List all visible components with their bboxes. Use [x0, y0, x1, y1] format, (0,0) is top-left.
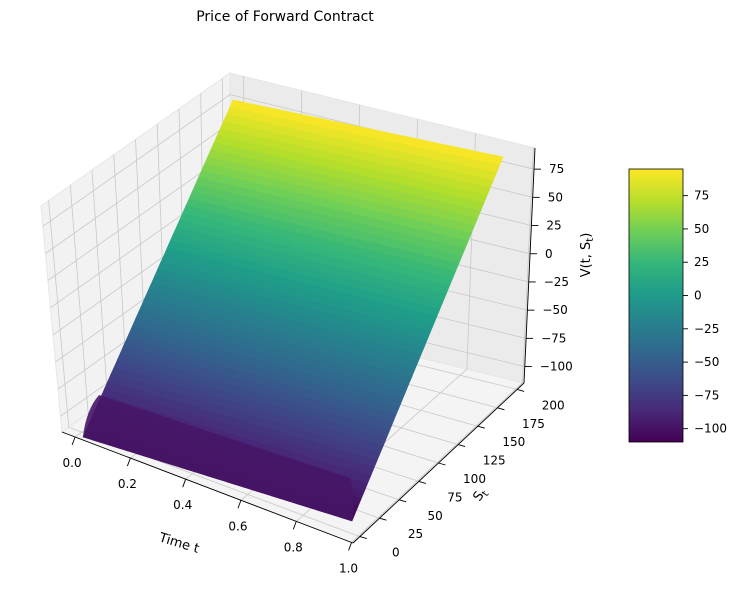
y-tick-label: 175 [522, 417, 545, 431]
x-tick-label: 0.2 [118, 477, 137, 491]
y-tick-mark [458, 444, 466, 448]
z-axis-line [523, 147, 536, 384]
x-tick-label: 0.8 [284, 540, 303, 554]
y-tick-label: 75 [447, 490, 462, 504]
x-tick-label: 0.0 [63, 456, 82, 470]
x-axis-label: Time t [156, 530, 201, 557]
y-grid-line-0 [48, 200, 360, 537]
z-tick-label: −75 [541, 331, 566, 345]
x-tick-mark [182, 479, 187, 488]
z-tick-label: 25 [546, 219, 561, 233]
y-tick-label: 125 [483, 454, 506, 468]
surface-cell [490, 154, 504, 165]
y-tick-label: 25 [408, 527, 423, 541]
colorbar-tick-label: −100 [694, 422, 727, 436]
y-tick-mark [359, 536, 367, 540]
x-tick-mark [126, 457, 131, 467]
y-axis-label: St [470, 486, 491, 506]
colorbar-tick-label: −75 [694, 388, 719, 402]
x-tick-label: 1.0 [339, 561, 358, 575]
colorbar-tick-label: −25 [694, 322, 719, 336]
x-tick-label: 0.6 [228, 519, 247, 533]
x-axis-line [61, 431, 354, 544]
y-tick-mark [399, 499, 407, 503]
surface-plot [82, 99, 504, 522]
colorbar-tick-label: 75 [694, 189, 709, 203]
x-grid-line-5 [351, 147, 534, 543]
colorbar-tick-label: 25 [694, 255, 709, 269]
x-tick-mark [292, 521, 297, 530]
z-axis-label: V(t, St) [579, 233, 596, 278]
chart-title: Price of Forward Contract [196, 9, 374, 25]
colorbar-tick-label: 50 [694, 222, 709, 236]
y-tick-label: 100 [463, 472, 486, 486]
y-tick-mark [379, 517, 387, 521]
z-tick-label: −25 [544, 275, 569, 289]
z-tick-label: −50 [542, 303, 567, 317]
y-tick-mark [438, 462, 446, 466]
colorbar: 75 50 25 0 −25 −50 −75 −100 [628, 168, 727, 443]
x-tick-mark [237, 500, 242, 509]
y-tick-mark [418, 480, 426, 484]
z-tick-label: −100 [540, 360, 573, 374]
z-tick-label: 0 [545, 247, 553, 261]
y-tick-label: 0 [392, 546, 400, 560]
x-tick-label: 0.4 [173, 498, 192, 512]
z-tick-label: 50 [548, 190, 563, 204]
y-tick-mark [517, 388, 525, 392]
z-tick-label: 75 [549, 162, 564, 176]
y-tick-label: 200 [542, 398, 565, 412]
surface-front-edge [83, 395, 354, 521]
axes-ticks: 0.00.20.40.60.81.00255075100125150175200… [61, 147, 573, 575]
x-tick-mark [348, 542, 352, 551]
colorbar-gradient [628, 168, 684, 443]
colorbar-tick-label: 0 [694, 289, 702, 303]
y-tick-label: 50 [428, 509, 443, 523]
x-tick-mark [71, 436, 76, 446]
colorbar-tick-label: −50 [694, 355, 719, 369]
y-tick-mark [497, 407, 505, 411]
y-tick-label: 150 [502, 435, 525, 449]
y-tick-mark [477, 425, 485, 429]
